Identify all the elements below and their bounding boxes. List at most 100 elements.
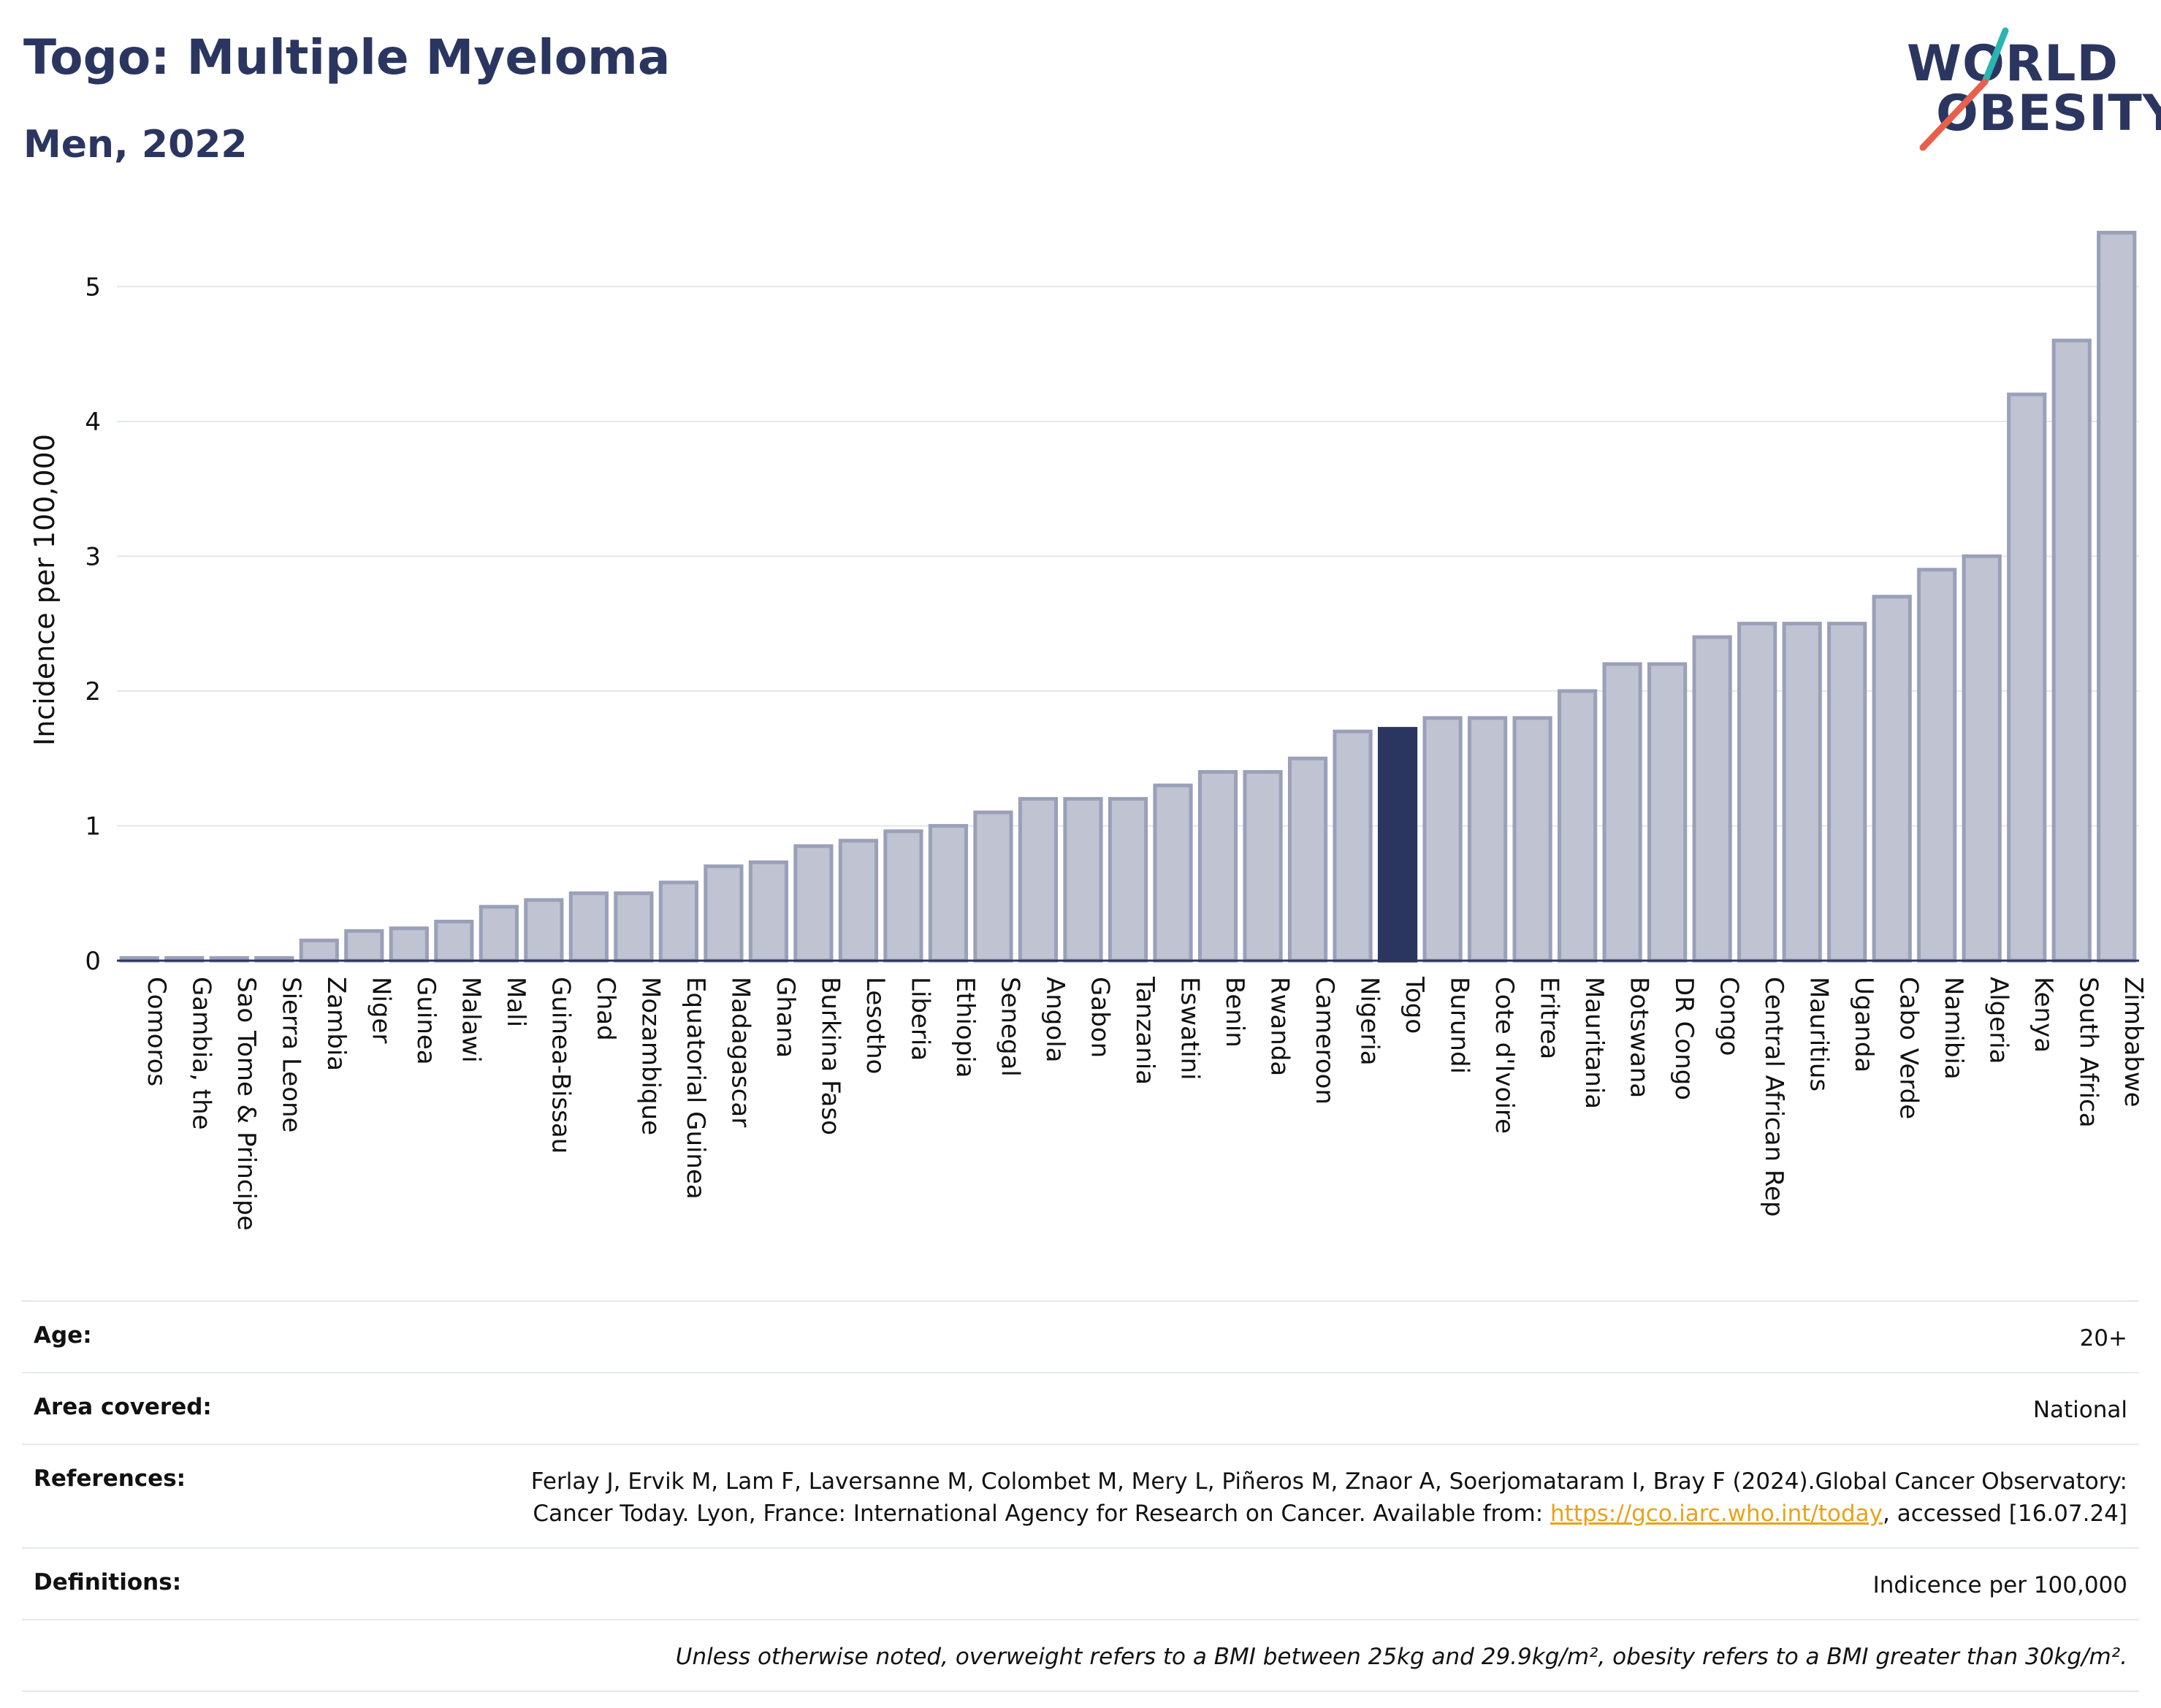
x-tick-label: Gabon xyxy=(1085,977,1114,1058)
references-text: Ferlay J, Ervik M, Lam F, Laversanne M, … xyxy=(530,1468,2127,1527)
x-tick-label: Sierra Leone xyxy=(276,977,305,1132)
bar xyxy=(1872,595,1912,963)
bar xyxy=(1197,770,1238,963)
references-link[interactable]: https://gco.iarc.who.int/today xyxy=(1550,1501,1883,1527)
x-tick-label: Algeria xyxy=(1984,977,2013,1064)
bar xyxy=(1558,689,1598,963)
bar xyxy=(1692,635,1732,963)
definitions-label: Definitions: xyxy=(34,1569,182,1595)
x-tick-label: Mali xyxy=(501,977,530,1027)
x-tick-label: Mauritania xyxy=(1579,977,1609,1109)
references-value: Ferlay J, Ervik M, Lam F, Laversanne M, … xyxy=(22,1445,2139,1547)
bar xyxy=(479,904,519,963)
y-tick-label: 3 xyxy=(85,542,101,571)
y-tick-label: 4 xyxy=(85,408,101,437)
bar-chart: 0 1 2 3 4 5 Incidence per 100,000 Comoros Gambia… xyxy=(28,230,2148,1231)
x-tick-label: Tanzania xyxy=(1130,976,1159,1085)
y-tick-label: 2 xyxy=(85,677,101,706)
x-tick-label: Mauritius xyxy=(1804,977,1834,1091)
bar xyxy=(2007,392,2047,963)
x-tick-label: Niger xyxy=(366,977,395,1043)
x-tick-label: Sao Tome & Principe xyxy=(232,977,261,1231)
x-tick-label: Zambia xyxy=(321,977,351,1071)
bar xyxy=(2051,338,2092,963)
bar xyxy=(1018,797,1059,963)
bar xyxy=(883,829,923,963)
world-obesity-logo: WORLD OBESITY xyxy=(1907,22,2161,153)
logo-slash-icon xyxy=(1919,27,2009,151)
bar xyxy=(1962,554,2002,963)
bar xyxy=(1647,662,1688,963)
x-tick-label: Cabo Verde xyxy=(1894,977,1924,1119)
bar xyxy=(344,929,384,963)
x-tick-label: Nigeria xyxy=(1355,977,1384,1066)
bar xyxy=(1377,727,1418,963)
bar xyxy=(793,844,834,963)
bar xyxy=(1108,797,1148,963)
y-tick-label: 0 xyxy=(85,947,101,976)
bar xyxy=(1243,770,1283,963)
x-tick-label: Madagascar xyxy=(725,977,755,1127)
bar xyxy=(838,839,879,963)
bar xyxy=(1602,662,1642,963)
bar xyxy=(1827,622,1867,963)
info-row-references: References: Ferlay J, Ervik M, Lam F, La… xyxy=(22,1444,2139,1547)
x-tick-label: Togo xyxy=(1400,976,1429,1034)
x-tick-label: Guinea-Bissau xyxy=(546,977,575,1154)
info-row-definitions: Definitions: Indicence per 100,000 xyxy=(22,1547,2139,1619)
bar xyxy=(1917,568,1957,963)
y-tick-label: 1 xyxy=(85,812,101,841)
x-tick-label: Rwanda xyxy=(1265,977,1295,1076)
info-row-area: Area covered: National xyxy=(22,1372,2139,1444)
bar xyxy=(704,864,744,963)
info-table: Age: 20+ Area covered: National Referenc… xyxy=(22,1300,2139,1692)
bar xyxy=(1333,729,1373,963)
references-label: References: xyxy=(34,1465,186,1492)
x-tick-label: Liberia xyxy=(905,977,934,1061)
x-tick-label: Kenya xyxy=(2029,977,2058,1053)
chart-subtitle: Men, 2022 xyxy=(23,123,248,167)
bar xyxy=(614,891,654,963)
bmi-note: Unless otherwise noted, overweight refer… xyxy=(675,1644,2127,1670)
area-label: Area covered: xyxy=(34,1394,212,1420)
x-tick-label: Benin xyxy=(1220,977,1249,1048)
info-row-note: Unless otherwise noted, overweight refer… xyxy=(22,1619,2139,1692)
bar xyxy=(389,926,429,963)
x-tick-label: Burkina Faso xyxy=(815,977,845,1135)
x-tick-label: Botswana xyxy=(1625,977,1654,1098)
x-tick-label: Eritrea xyxy=(1535,977,1564,1059)
x-tick-label: Malawi xyxy=(456,977,485,1063)
x-tick-label: Burundi xyxy=(1445,977,1474,1074)
logo-line-1: WORLD xyxy=(1907,35,2119,93)
y-axis-title: Incidence per 100,000 xyxy=(28,434,61,746)
x-tick-label: Comoros xyxy=(142,977,171,1086)
bar xyxy=(1153,783,1193,963)
bar xyxy=(2097,230,2137,963)
x-tick-label: Guinea xyxy=(411,977,441,1065)
x-tick-label: Ethiopia xyxy=(950,977,980,1078)
x-tick-label: Central African Rep xyxy=(1759,977,1788,1217)
bar xyxy=(658,880,698,963)
x-tick-label: Uganda xyxy=(1849,977,1878,1072)
bar xyxy=(434,919,474,963)
x-tick-label: Zimbabwe xyxy=(2119,977,2148,1107)
bar xyxy=(1737,622,1777,963)
bar xyxy=(1782,622,1822,963)
x-tick-label: Mozambique xyxy=(636,977,665,1135)
chart-title: Togo: Multiple Myeloma xyxy=(23,29,671,85)
bar xyxy=(1512,716,1552,963)
bar xyxy=(1063,797,1103,963)
bar xyxy=(568,891,609,963)
bar xyxy=(1467,716,1508,963)
x-tick-label: DR Congo xyxy=(1669,977,1699,1100)
x-tick-label: Chad xyxy=(591,977,620,1041)
bar xyxy=(973,810,1013,963)
x-tick-label: Namibia xyxy=(1939,977,1968,1080)
x-tick-label: Senegal xyxy=(995,977,1024,1077)
bar xyxy=(928,823,969,963)
x-tick-label: Angola xyxy=(1040,977,1070,1062)
x-tick-label: Congo xyxy=(1715,977,1744,1056)
y-tick-label: 5 xyxy=(85,272,101,302)
info-row-age: Age: 20+ xyxy=(22,1300,2139,1372)
bar xyxy=(524,898,564,963)
